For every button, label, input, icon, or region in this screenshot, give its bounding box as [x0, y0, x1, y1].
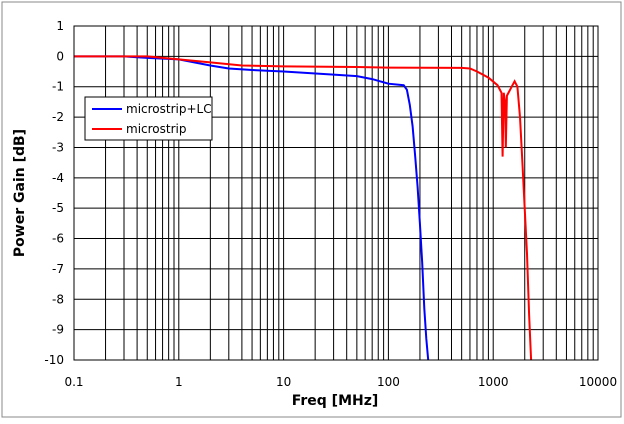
legend: microstrip+LC microstrip — [84, 96, 213, 141]
y-tick-label: 0 — [56, 49, 64, 63]
x-tick-label: 10 — [276, 375, 291, 389]
x-tick-label: 1 — [175, 375, 183, 389]
y-tick-label: -7 — [52, 262, 64, 276]
y-tick-label: -8 — [52, 292, 64, 306]
x-tick-label: 100 — [377, 375, 400, 389]
y-tick-label: -3 — [52, 140, 64, 154]
y-tick-label: -5 — [52, 201, 64, 215]
y-tick-label: -4 — [52, 171, 64, 185]
series-line-microstrip — [74, 55, 533, 361]
y-tick-label: -2 — [52, 110, 64, 124]
y-tick-label: -10 — [44, 353, 64, 367]
y-tick-label: -1 — [52, 80, 64, 94]
plot-area — [73, 25, 599, 361]
series-line-microstrip-LC — [74, 55, 430, 361]
legend-box — [84, 96, 213, 141]
chart-border — [1, 1, 622, 418]
legend-label: microstrip+LC — [126, 102, 212, 116]
x-tick-label: 1000 — [478, 375, 509, 389]
y-tick-label: -6 — [52, 232, 64, 246]
x-axis-label: Freq [MHz] — [292, 393, 379, 409]
y-tick-label: 1 — [56, 19, 64, 33]
legend-label: microstrip — [126, 122, 186, 136]
y-tick-label: -9 — [52, 323, 64, 337]
x-tick-label: 10000 — [579, 375, 617, 389]
y-axis-label: Power Gain [dB] — [12, 129, 28, 257]
x-tick-label: 0.1 — [64, 375, 83, 389]
